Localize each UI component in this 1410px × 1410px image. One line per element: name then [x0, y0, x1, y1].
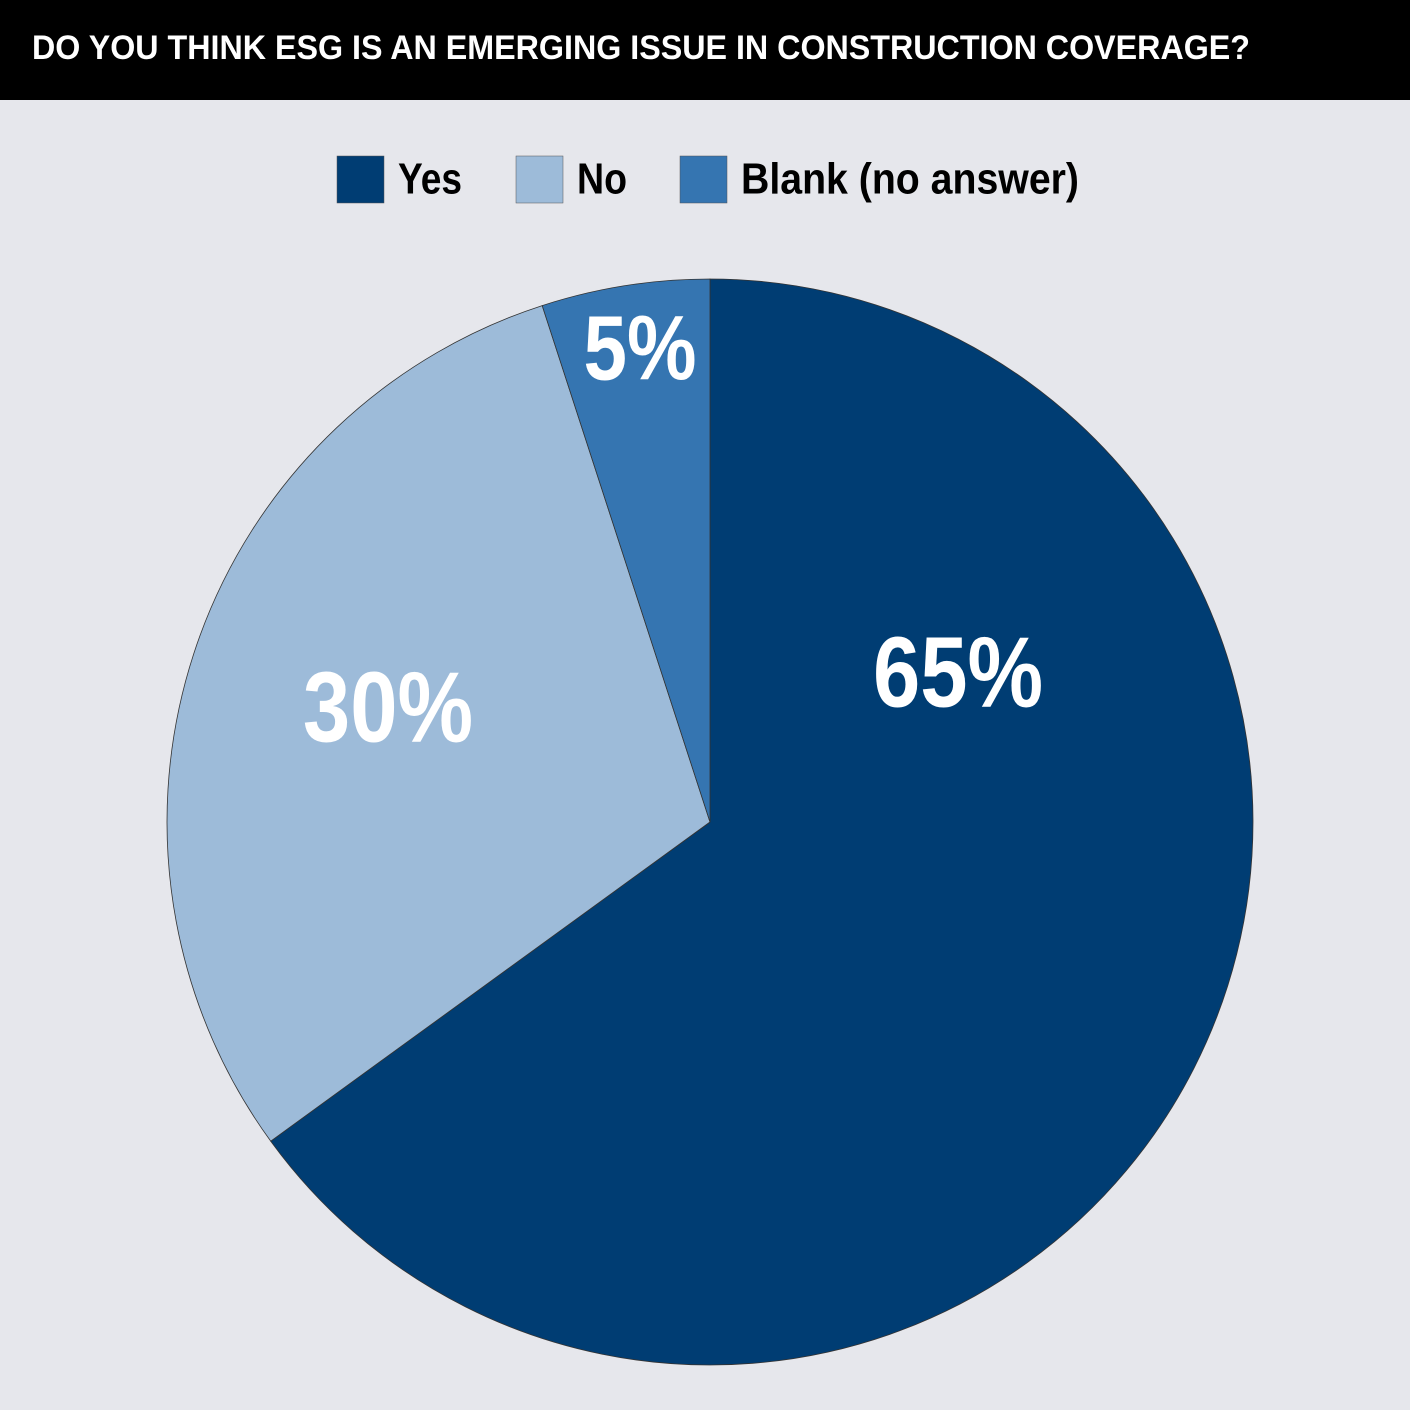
- legend-label: No: [577, 155, 627, 204]
- data-label: 30%: [303, 651, 473, 763]
- legend-swatch: [679, 155, 728, 204]
- pie-slice: [541, 278, 711, 823]
- legend-swatch: [515, 155, 564, 204]
- legend-label: Yes: [398, 155, 462, 204]
- pie-slice: [166, 305, 711, 1142]
- legend-swatch: [336, 155, 385, 204]
- chart-title: DO YOU THINK ESG IS AN EMERGING ISSUE IN…: [32, 29, 1250, 67]
- pie-slice: [270, 278, 1254, 1366]
- legend-label: Blank (no answer): [741, 155, 1079, 204]
- title-bar: [0, 0, 1410, 100]
- data-label: 65%: [873, 616, 1043, 728]
- data-label: 5%: [583, 297, 696, 399]
